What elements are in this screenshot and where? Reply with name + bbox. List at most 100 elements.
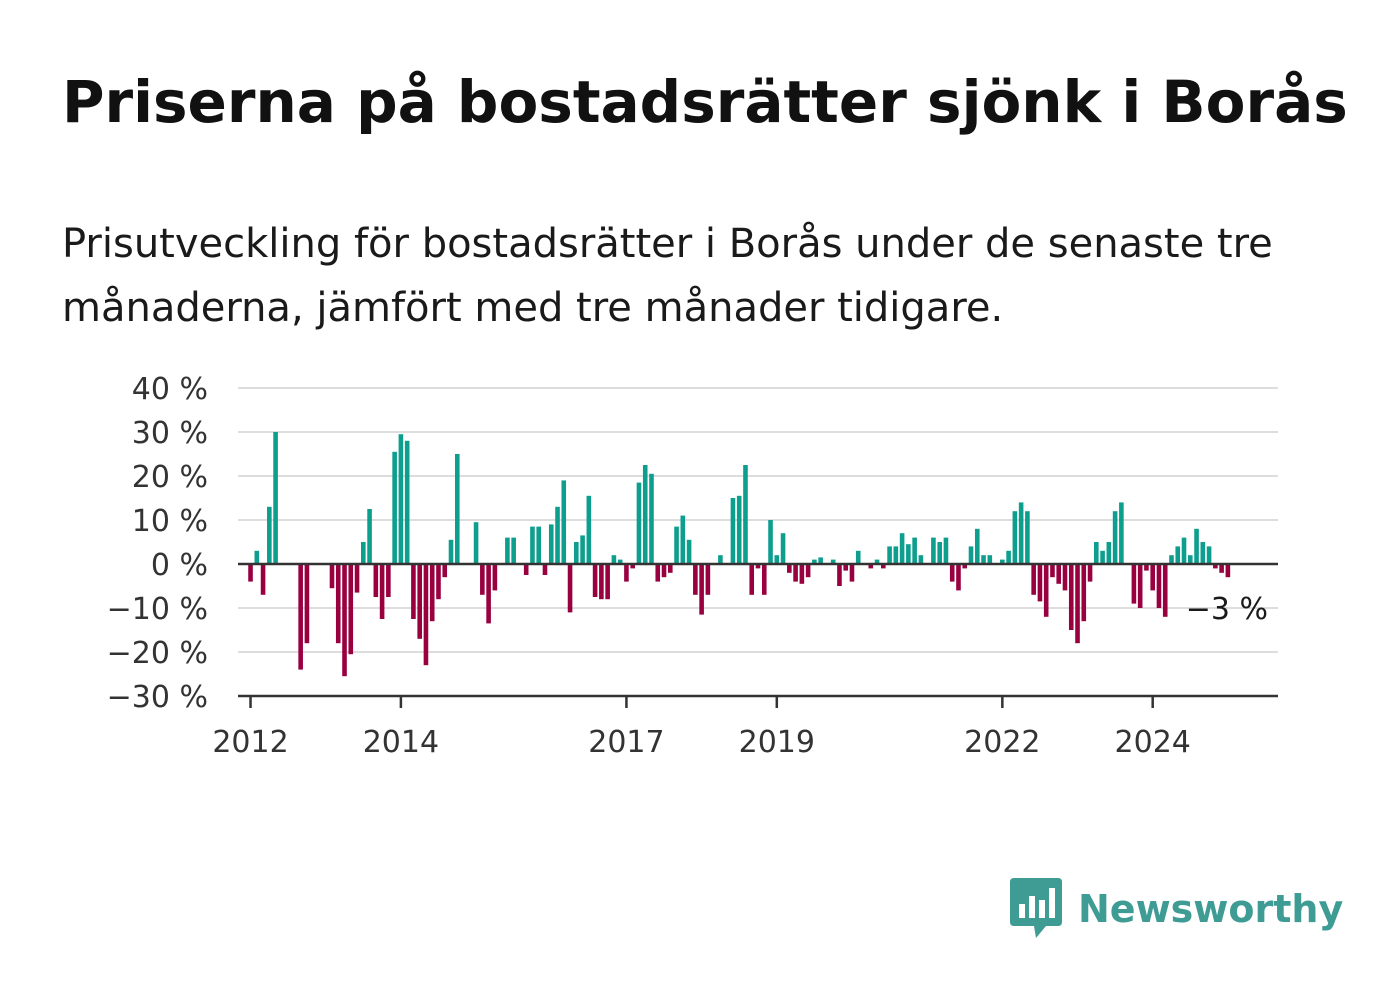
last-value-label: −3 % [1186,592,1268,627]
bar [586,495,592,564]
bar [1194,528,1199,564]
bar [342,564,347,677]
bar [392,451,397,564]
bar [473,522,479,564]
bar [881,564,886,569]
bar [743,465,748,564]
bar [906,544,911,564]
bar [354,564,360,593]
bar [1006,550,1011,564]
bar [1150,564,1155,591]
bar [329,564,335,589]
bar [805,564,811,578]
bar [1144,564,1149,571]
bar [918,555,924,564]
bar [674,526,679,564]
bar [536,526,542,564]
bar [661,564,667,578]
bar [379,564,385,619]
y-tick-label: 40 % [132,372,208,407]
bar [580,535,585,564]
bar [1156,564,1162,608]
bar [636,482,642,564]
bar [642,465,648,564]
bar [1200,542,1206,564]
bar [260,564,266,595]
y-tick-label: −30 % [107,680,208,715]
bar [1219,564,1224,573]
bar [899,533,905,564]
bar [793,564,798,582]
brand-logo: Newsworthy [1010,878,1343,940]
bar [555,506,560,564]
bar [1000,559,1005,564]
bar [780,533,786,564]
bar [755,564,761,569]
x-tick-label: 2017 [588,725,664,760]
brand-name: Newsworthy [1078,887,1344,931]
bar [411,564,416,619]
bar [574,542,579,564]
bar [949,564,955,582]
bar [592,564,598,597]
bar [1225,564,1231,578]
bar [492,564,498,591]
bar [348,564,354,655]
bar [1112,511,1118,564]
bar [874,559,880,564]
x-tick-label: 2022 [964,725,1040,760]
chart-title: Priserna på bostadsrätter sjönk i Borås [62,68,1348,136]
bar [1206,546,1212,564]
bar [686,539,692,564]
bar [1075,564,1080,644]
bar [248,564,253,582]
bar [423,564,429,666]
bar [335,564,341,644]
bar [436,564,441,600]
bar [548,524,554,564]
bar [1062,564,1068,591]
bar [962,564,968,569]
chart-subtitle: Prisutveckling för bostadsrätter i Borås… [62,221,1273,331]
bar [837,564,842,586]
bar [1094,542,1099,564]
bar [943,537,949,564]
bar [1131,564,1137,604]
bar [1181,537,1187,564]
bar [429,564,435,622]
bar [912,537,917,564]
bar [799,564,805,584]
bar [561,480,567,564]
x-tick-label: 2014 [363,725,439,760]
bar [680,515,686,564]
x-tick-label: 2019 [739,725,815,760]
bar [768,520,773,564]
bar [1137,564,1143,608]
axes [238,562,1278,708]
bar [454,454,460,564]
bar [749,564,755,595]
bar [361,542,366,564]
bar [273,432,278,564]
bar [1081,564,1087,622]
bars [248,432,1231,677]
bar [956,564,961,591]
bar [774,555,780,564]
bar [567,564,573,613]
y-tick-label: −20 % [107,636,208,671]
bar [931,537,936,564]
bar [818,557,823,564]
bar [1043,564,1049,617]
bar [1187,555,1193,564]
bar [542,564,548,575]
bar [1100,550,1105,564]
bar [1162,564,1168,617]
bar [730,498,736,564]
bar [705,564,711,595]
bar [404,440,410,564]
bar [843,564,849,571]
bar [1119,502,1124,564]
bar [599,564,604,600]
bar [386,564,391,597]
